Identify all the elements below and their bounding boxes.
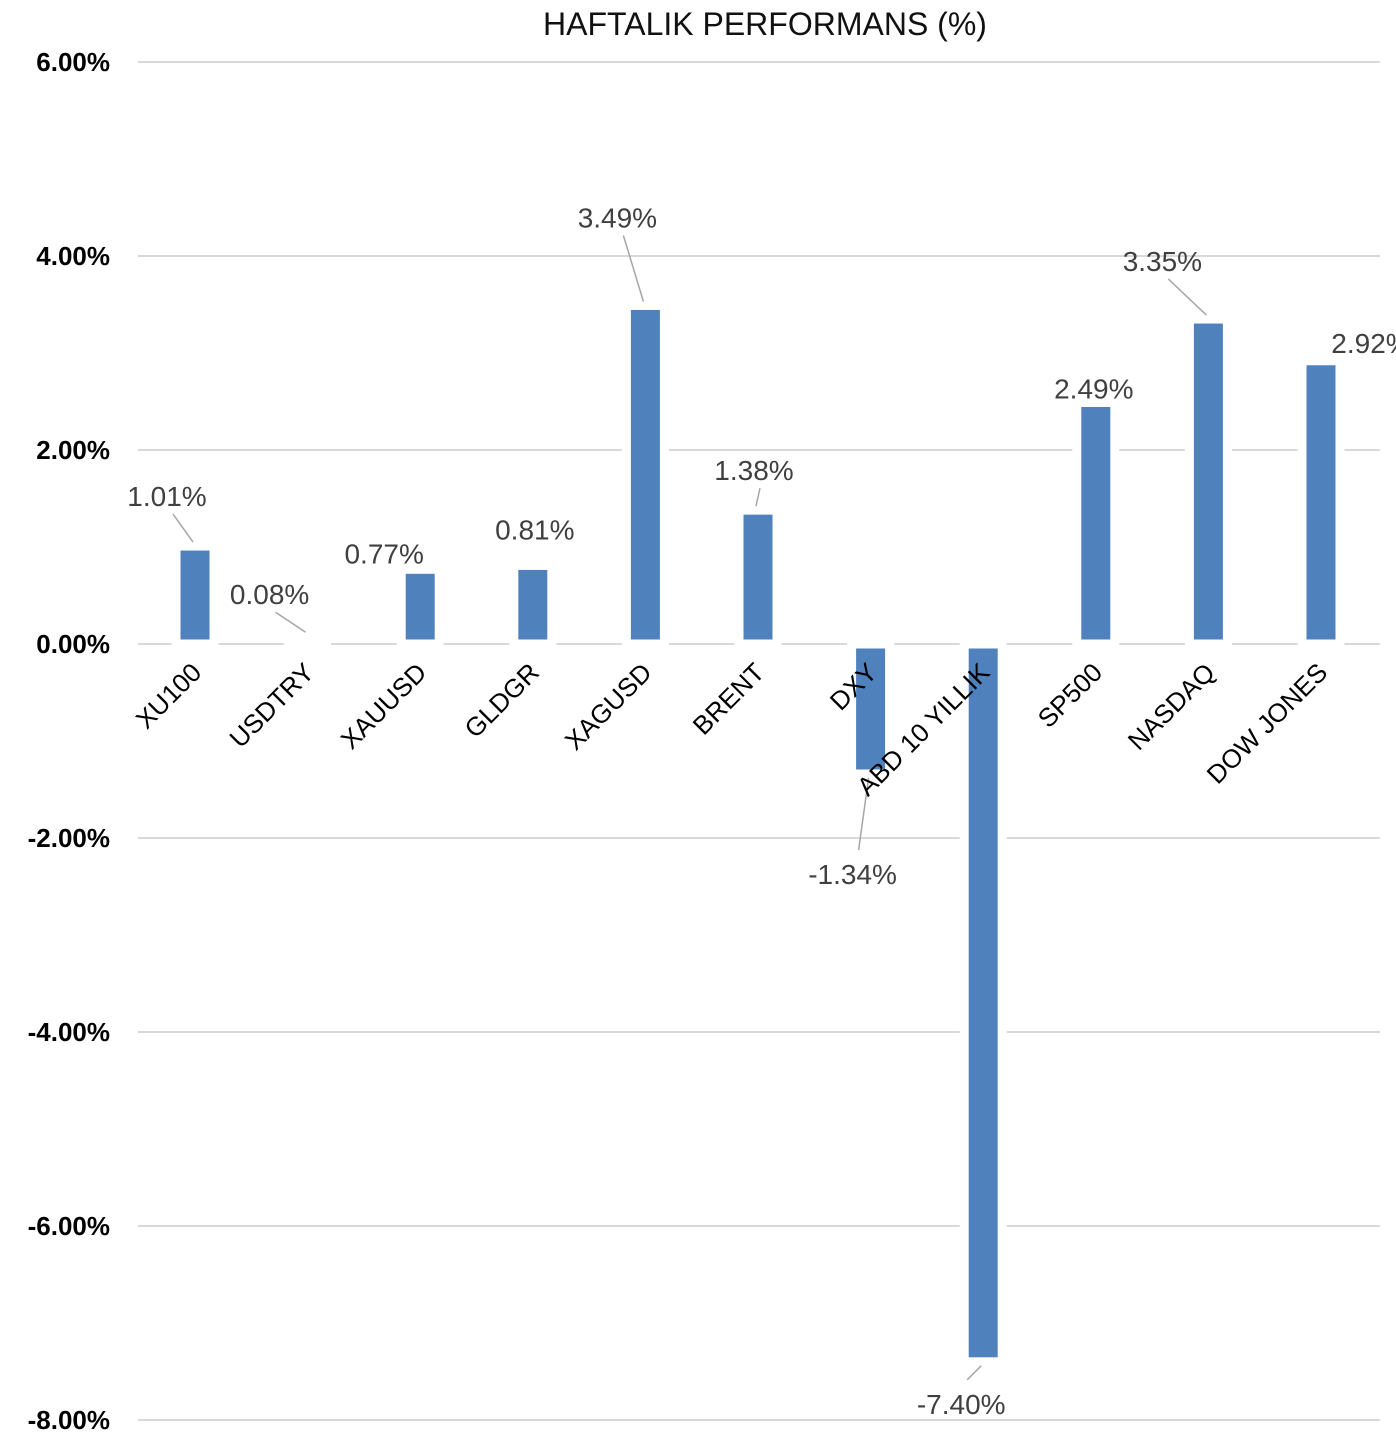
bar-xauusd bbox=[396, 564, 444, 649]
leader-line bbox=[1167, 278, 1207, 316]
data-label: -7.40% bbox=[917, 1389, 1006, 1420]
y-tick-label: 0.00% bbox=[36, 629, 110, 659]
y-tick-label: -2.00% bbox=[28, 823, 110, 853]
chart-title: HAFTALIK PERFORMANS (%) bbox=[543, 6, 987, 42]
bars bbox=[171, 300, 1345, 1367]
leader-line bbox=[966, 1365, 982, 1381]
data-label: -1.34% bbox=[808, 859, 897, 890]
leader-line bbox=[622, 235, 645, 302]
bar-dow-jones bbox=[1297, 356, 1345, 649]
x-tick-label: SP500 bbox=[1032, 657, 1108, 733]
x-tick-label: XAUUSD bbox=[335, 657, 433, 755]
data-labels: 1.01% 0.08% 0.77% 0.81% 3.49% 1.38% -1.34% -7.4… bbox=[127, 202, 1396, 1419]
y-tick-label: -4.00% bbox=[28, 1017, 110, 1047]
bar-abd-10-yillik bbox=[959, 639, 1007, 1367]
leader-line bbox=[755, 487, 761, 507]
data-label: 0.81% bbox=[495, 514, 574, 545]
data-label: 2.49% bbox=[1054, 373, 1133, 404]
x-tick-label: BRENT bbox=[687, 657, 771, 741]
bar-dxy bbox=[847, 639, 895, 779]
data-label: 1.01% bbox=[127, 481, 206, 512]
y-axis-tick-labels: 6.00% 4.00% 2.00% 0.00% -2.00% -4.00% -6.00% -8… bbox=[28, 47, 110, 1434]
data-label: 3.35% bbox=[1123, 246, 1202, 277]
bar-gldgr bbox=[509, 560, 557, 649]
gridlines bbox=[138, 61, 1380, 1421]
x-tick-label: XU100 bbox=[130, 657, 207, 734]
data-label-leader-lines bbox=[172, 235, 1207, 1381]
x-tick-label: NASDAQ bbox=[1122, 657, 1221, 756]
leader-line bbox=[857, 777, 870, 851]
x-tick-label: DOW JONES bbox=[1201, 657, 1334, 790]
data-label: 1.38% bbox=[714, 455, 793, 486]
y-tick-label: -8.00% bbox=[28, 1405, 110, 1434]
bar-brent bbox=[734, 505, 782, 649]
data-label: 3.49% bbox=[578, 202, 657, 233]
x-axis-tick-labels: XU100 USDTRY XAUUSD GLDGR XAGUSD BRENT DXYABD … bbox=[130, 657, 1333, 802]
bar-xagusd bbox=[621, 300, 669, 649]
y-tick-label: 4.00% bbox=[36, 241, 110, 271]
data-label: 0.77% bbox=[344, 538, 423, 569]
data-label: 0.08% bbox=[230, 579, 309, 610]
bar-xu100 bbox=[171, 541, 219, 649]
y-tick-label: 6.00% bbox=[36, 47, 110, 77]
x-tick-label: XAGUSD bbox=[559, 657, 658, 756]
x-tick-label: USDTRY bbox=[223, 657, 319, 753]
bar-nasdaq bbox=[1184, 314, 1232, 649]
y-tick-label: -6.00% bbox=[28, 1211, 110, 1241]
bar-sp500 bbox=[1072, 397, 1120, 649]
bar-usdtry bbox=[284, 631, 332, 649]
data-label: 2.92% bbox=[1331, 328, 1396, 359]
y-tick-label: 2.00% bbox=[36, 435, 110, 465]
x-tick-label: GLDGR bbox=[458, 657, 545, 744]
leader-line bbox=[172, 513, 194, 543]
leader-line bbox=[275, 611, 307, 633]
